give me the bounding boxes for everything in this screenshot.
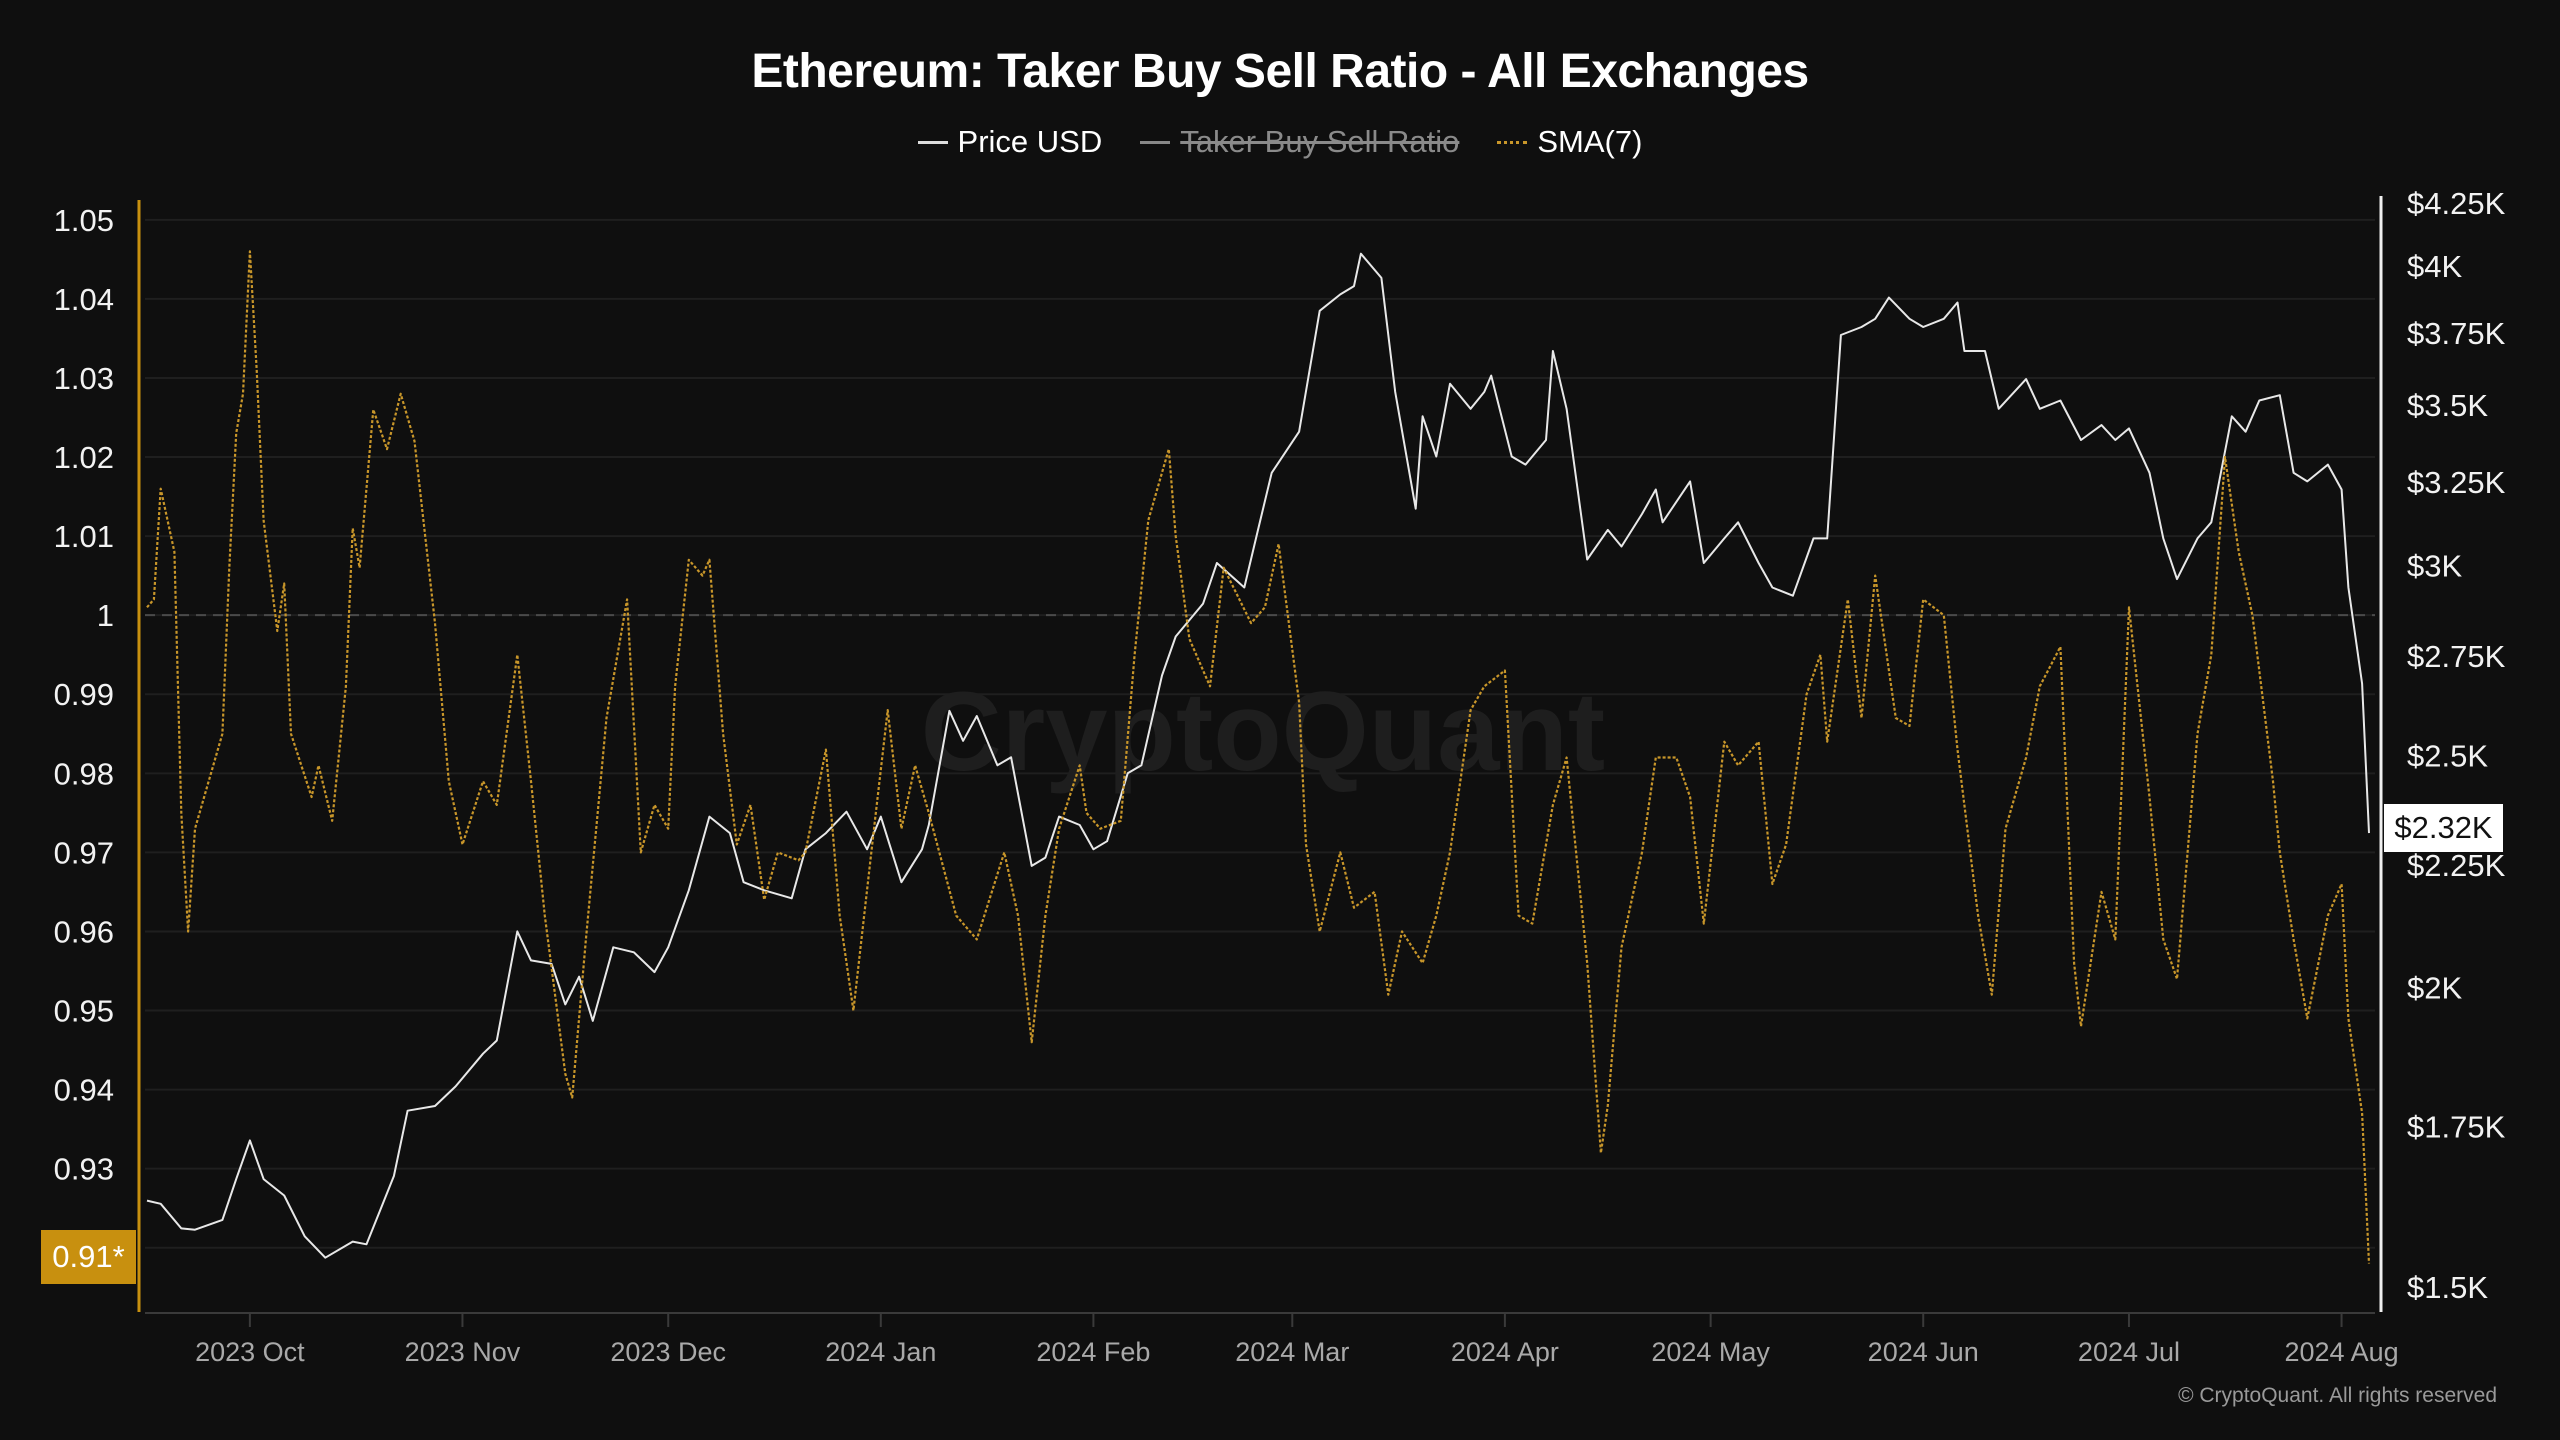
y-right-tick-label: $3.25K xyxy=(2407,465,2506,500)
y-left-tick-label: 1.04 xyxy=(54,282,114,317)
watermark: CryptoQuant xyxy=(921,669,1605,794)
x-tick-label: 2024 Feb xyxy=(1036,1337,1150,1367)
y-left-tick-label: 1.03 xyxy=(54,361,114,396)
y-left-tick-label: 1.01 xyxy=(54,519,114,554)
series-lines xyxy=(146,250,2371,1264)
x-tick-label: 2024 Mar xyxy=(1235,1337,1349,1367)
sma7-line xyxy=(146,250,2371,1264)
x-tick-label: 2024 Apr xyxy=(1451,1337,1559,1367)
x-tick-label: 2023 Oct xyxy=(195,1337,305,1367)
y-right-tick-label: $4K xyxy=(2407,249,2462,284)
gridlines xyxy=(145,218,2375,1249)
y-left-tick-label: 0.96 xyxy=(54,914,114,949)
x-tick-label: 2024 Aug xyxy=(2285,1337,2399,1367)
legend-item-sma7[interactable]: SMA(7) xyxy=(1497,124,1642,160)
y-left-tick-label: 1.02 xyxy=(54,440,114,475)
y-left-tick-label: 1.05 xyxy=(54,203,114,238)
current-price-label: $2.32K xyxy=(2384,804,2503,852)
legend-label: SMA(7) xyxy=(1537,124,1643,159)
x-tick-label: 2024 Jan xyxy=(825,1337,936,1367)
y-axis-right: $4.25K $4K $3.75K $3.5K $3.25K $3K $2.75K $2.5K… xyxy=(2379,186,2506,1312)
y-left-tick-label: 0.98 xyxy=(54,756,114,791)
y-right-tick-label: $3.75K xyxy=(2407,316,2506,351)
y-left-tick-label: 0.95 xyxy=(54,994,114,1029)
x-tick-label: 2024 Jul xyxy=(2078,1337,2180,1367)
y-left-tick-label: 0.93 xyxy=(54,1152,114,1187)
current-ratio-label: 0.91* xyxy=(41,1230,136,1284)
y-right-tick-label: $2K xyxy=(2407,971,2462,1006)
x-tick-label: 2023 Nov xyxy=(405,1337,521,1367)
y-right-tick-label: $3K xyxy=(2407,548,2462,583)
x-tick-label: 2023 Dec xyxy=(610,1337,726,1367)
y-left-tick-label: 0.99 xyxy=(54,677,114,712)
y-right-tick-label: $1.5K xyxy=(2407,1270,2488,1305)
y-axis-left: 1.05 1.04 1.03 1.02 1.01 1 0.99 0.98 0.97 0.96 0.9… xyxy=(54,200,141,1312)
y-right-tick-label: $3.5K xyxy=(2407,388,2488,423)
legend-item-taker-buy-sell-ratio[interactable]: Taker Buy Sell Ratio xyxy=(1140,124,1459,160)
y-left-tick-label: 0.94 xyxy=(54,1073,114,1108)
price-usd-line xyxy=(146,252,2370,1259)
x-axis: 2023 Oct 2023 Nov 2023 Dec 2024 Jan 2024 Feb… xyxy=(145,1312,2399,1367)
y-right-tick-label: $2.5K xyxy=(2407,738,2488,773)
legend-swatch-ratio xyxy=(1140,140,1171,144)
y-right-tick-label: $2.25K xyxy=(2407,848,2506,883)
y-right-tick-label: $4.25K xyxy=(2407,186,2506,221)
legend: Price USD Taker Buy Sell Ratio SMA(7) xyxy=(0,124,2560,160)
copyright: © CryptoQuant. All rights reserved xyxy=(2178,1384,2497,1407)
legend-label: Taker Buy Sell Ratio xyxy=(1180,124,1460,159)
chart-title: Ethereum: Taker Buy Sell Ratio - All Exc… xyxy=(751,45,1809,98)
y-left-tick-label: 0.97 xyxy=(54,835,114,870)
y-left-tick-label: 1 xyxy=(97,598,114,633)
x-tick-label: 2024 May xyxy=(1651,1337,1770,1367)
x-tick-label: 2024 Jun xyxy=(1868,1337,1979,1367)
y-right-tick-label: $1.75K xyxy=(2407,1110,2506,1145)
y-right-tick-label: $2.75K xyxy=(2407,639,2506,674)
legend-label: Price USD xyxy=(957,124,1103,159)
legend-swatch-price xyxy=(917,140,948,144)
legend-swatch-sma xyxy=(1497,140,1528,144)
legend-item-price-usd[interactable]: Price USD xyxy=(917,124,1103,160)
